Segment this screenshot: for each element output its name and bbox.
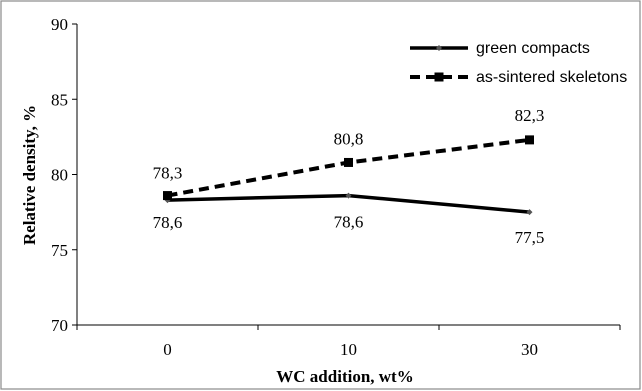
data-label-s1-2: 82,3: [515, 106, 545, 125]
legend-swatch-marker-0: [436, 45, 442, 51]
legend-label-0: green compacts: [476, 40, 590, 57]
series-0-point-1: [345, 192, 352, 199]
y-tick-label-90: 90: [51, 15, 68, 34]
data-label-s0-0: 78,6: [153, 213, 183, 232]
axes-group: 70 75 80 85 90 0 10 30: [51, 15, 621, 359]
data-label-s0-1: 78,6: [334, 213, 364, 232]
series-1-point-1: [344, 157, 353, 167]
x-axis-title: WC addition, wt%: [276, 367, 413, 386]
y-tick-label-70: 70: [51, 316, 68, 335]
y-tick-label-80: 80: [51, 166, 68, 185]
legend-label-1: as-sintered skeletons: [476, 69, 627, 86]
y-tick-label-75: 75: [51, 241, 68, 260]
data-labels-group: 78,6 78,6 77,5 78,3 80,8 82,3: [153, 106, 545, 247]
series-group: [163, 135, 534, 216]
data-label-s0-2: 77,5: [515, 228, 545, 247]
x-tick-label-30: 30: [521, 340, 538, 359]
x-tick-label-10: 10: [340, 340, 357, 359]
legend-swatch-marker-1: [434, 72, 444, 82]
series-1-point-0: [163, 191, 172, 201]
legend: green compacts as-sintered skeletons: [410, 40, 627, 86]
data-label-s1-1: 80,8: [334, 129, 364, 148]
series-1-point-2: [525, 135, 534, 145]
series-0-point-2: [526, 209, 533, 216]
y-axis-title: Relative density, %: [20, 105, 39, 245]
x-tick-label-0: 0: [163, 340, 172, 359]
data-label-s1-0: 78,3: [153, 164, 183, 183]
y-tick-label-85: 85: [51, 90, 68, 109]
